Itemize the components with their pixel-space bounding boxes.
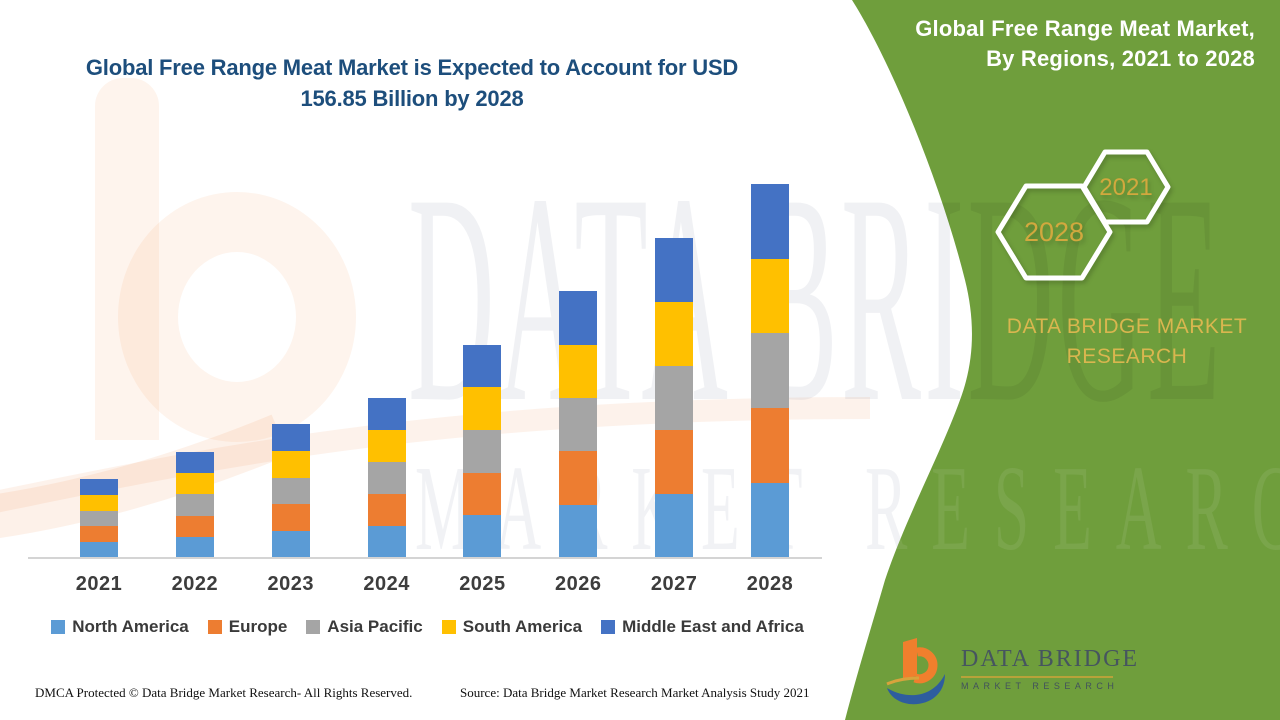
legend-swatch-icon bbox=[306, 620, 321, 634]
bar-segment bbox=[175, 494, 214, 516]
x-axis-line bbox=[28, 557, 822, 559]
bar-segment bbox=[367, 494, 406, 526]
legend-label: Asia Pacific bbox=[327, 617, 423, 636]
bar-segment bbox=[367, 462, 406, 494]
bar-segment bbox=[80, 494, 118, 511]
bar-segment bbox=[80, 526, 118, 543]
chart-legend: North America Europe Asia Pacific South Ame… bbox=[0, 617, 855, 637]
bar-segment bbox=[175, 515, 214, 537]
green-panel-path bbox=[845, 0, 1280, 720]
x-axis-label: 2026 bbox=[555, 573, 602, 595]
stacked-bar-2023 bbox=[271, 423, 310, 558]
bar-segment bbox=[751, 183, 790, 259]
legend-item: Europe bbox=[207, 617, 288, 637]
bar-segment bbox=[271, 531, 310, 558]
bar-segment bbox=[655, 238, 694, 302]
bar-segment bbox=[559, 291, 598, 345]
bar-segment bbox=[463, 430, 502, 473]
bar-segment bbox=[751, 483, 790, 558]
bar-segment bbox=[463, 472, 502, 516]
legend-item: South America bbox=[441, 617, 583, 637]
legend-label: South America bbox=[462, 617, 583, 636]
bar-segment bbox=[80, 479, 118, 495]
bar-segment bbox=[367, 430, 406, 462]
legend-item: Middle East and Africa bbox=[601, 617, 804, 637]
x-axis-label: 2024 bbox=[363, 573, 410, 595]
bar-segment bbox=[367, 526, 406, 558]
stacked-bar-2028 bbox=[751, 183, 790, 558]
x-axis-label: 2025 bbox=[459, 573, 506, 595]
bar-segment bbox=[655, 494, 694, 558]
x-axis-label: 2027 bbox=[650, 573, 698, 595]
x-axis-label: 2021 bbox=[75, 573, 123, 595]
bar-segment bbox=[175, 473, 214, 495]
bar-segment bbox=[559, 398, 598, 452]
legend-label: North America bbox=[72, 617, 189, 636]
x-axis-label: 2023 bbox=[267, 573, 314, 595]
legend-label: Middle East and Africa bbox=[622, 617, 804, 636]
stacked-bar-2021 bbox=[80, 479, 118, 558]
bar-segment bbox=[559, 344, 598, 399]
stacked-bar-2027 bbox=[655, 238, 694, 558]
bar-segment bbox=[175, 452, 214, 474]
bar-segment bbox=[271, 450, 310, 478]
legend-swatch-icon bbox=[207, 620, 222, 634]
bar-segment bbox=[655, 430, 694, 494]
bar-segment bbox=[271, 423, 310, 451]
legend-swatch-icon bbox=[441, 620, 456, 634]
bar-segment bbox=[655, 302, 694, 366]
chart-title: Global Free Range Meat Market is Expecte… bbox=[85, 55, 739, 111]
bar-segment bbox=[655, 366, 694, 430]
bar-segment bbox=[367, 398, 406, 430]
legend-label: Europe bbox=[228, 617, 288, 636]
legend-item: Asia Pacific bbox=[306, 617, 423, 637]
bar-segment bbox=[559, 504, 598, 558]
stacked-bar-2022 bbox=[175, 452, 214, 558]
bar-segment bbox=[559, 451, 598, 505]
bar-segment bbox=[751, 258, 790, 334]
legend-swatch-icon bbox=[601, 620, 616, 634]
bar-segment bbox=[463, 344, 502, 388]
bar-segment bbox=[175, 536, 214, 558]
source-notice: Source: Data Bridge Market Research Mark… bbox=[460, 685, 810, 700]
dmca-notice: DMCA Protected © Data Bridge Market Rese… bbox=[35, 685, 413, 700]
x-axis-label: 2022 bbox=[171, 573, 219, 595]
stacked-bar-2026 bbox=[559, 291, 598, 558]
bar-segment bbox=[80, 510, 118, 527]
bar-segment bbox=[271, 504, 310, 532]
bar-segment bbox=[463, 515, 502, 558]
stacked-bar-2025 bbox=[463, 344, 502, 558]
legend-item: North America bbox=[51, 617, 189, 637]
bar-segment bbox=[463, 387, 502, 431]
bar-segment bbox=[271, 477, 310, 505]
x-axis-label: 2028 bbox=[746, 573, 794, 595]
bar-segment bbox=[751, 333, 790, 409]
bar-segment bbox=[80, 542, 118, 558]
stacked-bar-2024 bbox=[367, 398, 406, 558]
legend-swatch-icon bbox=[51, 620, 66, 634]
bar-segment bbox=[751, 408, 790, 484]
